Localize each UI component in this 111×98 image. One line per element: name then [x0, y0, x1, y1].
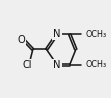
Text: Cl: Cl: [22, 60, 32, 70]
Text: OCH₃: OCH₃: [86, 30, 107, 39]
Text: N: N: [53, 60, 61, 70]
Text: N: N: [53, 29, 61, 39]
Text: O: O: [18, 35, 26, 45]
Text: OCH₃: OCH₃: [86, 60, 107, 69]
